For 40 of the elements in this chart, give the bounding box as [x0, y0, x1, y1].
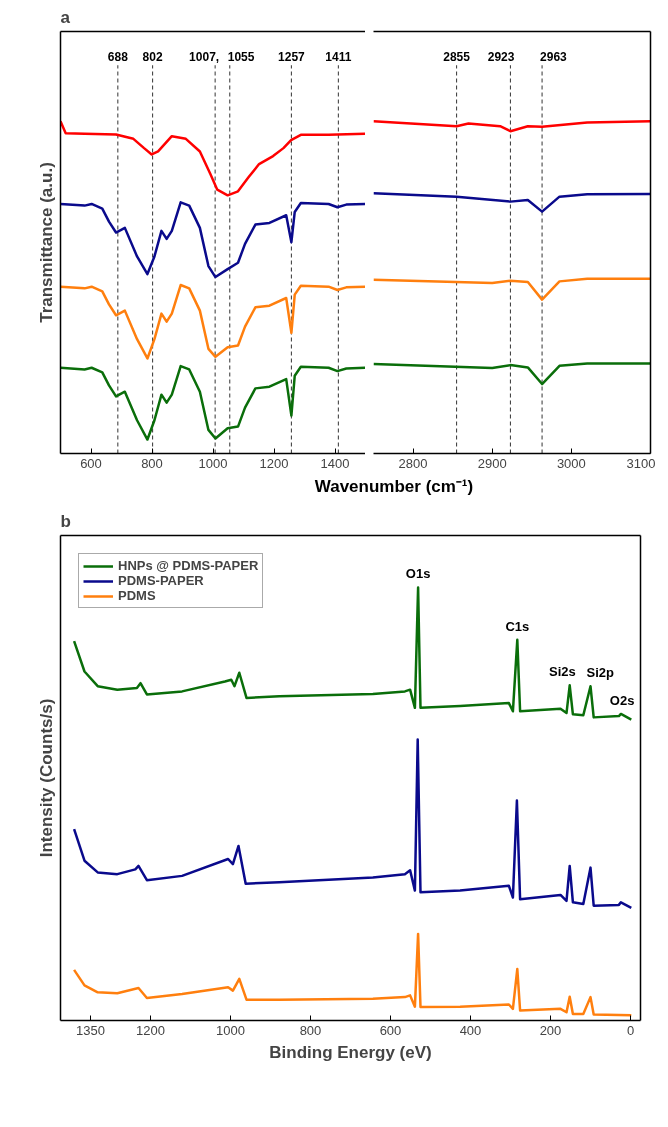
x-tick-label: 3100	[626, 455, 656, 471]
x-tick-label: 1000	[198, 455, 228, 471]
x-axis-title: Wavenumber (cm⁻¹)	[314, 477, 474, 496]
x-tick-label: 0	[626, 1022, 635, 1038]
ref-line-label: 688	[107, 50, 129, 65]
annotation: Si2s	[548, 664, 576, 680]
legend-label: PDMS-PAPER	[118, 573, 204, 589]
chart-title: b	[60, 511, 71, 531]
x-tick-label: 1400	[320, 455, 350, 471]
y-axis-title: Intensity (Counts/s)	[36, 698, 56, 858]
ref-line-label: 2963	[540, 50, 568, 65]
ref-line-label: 2855	[443, 50, 471, 65]
annotation: O1s	[405, 566, 431, 582]
ref-line-label: 1055	[227, 50, 255, 65]
ref-line-label: 1257	[278, 50, 306, 65]
x-tick-label: 1350	[76, 1022, 105, 1038]
annotation: Si2p	[586, 665, 615, 681]
ref-line-label: 1007,	[189, 50, 220, 65]
y-axis-title: Transmittance (a.u.)	[36, 162, 56, 323]
x-tick-label: 800	[141, 455, 163, 471]
x-tick-label: 600	[80, 455, 102, 471]
x-tick-label: 1200	[259, 455, 289, 471]
ref-line-label: 2923	[487, 50, 515, 65]
x-tick-label: 600	[379, 1022, 402, 1038]
annotation: C1s	[505, 619, 530, 635]
annotation: O2s	[609, 693, 635, 709]
x-axis-title: Binding Energy (eV)	[269, 1042, 432, 1062]
chart-title: a	[60, 7, 71, 27]
legend-label: HNPs @ PDMS-PAPER	[118, 558, 259, 574]
x-tick-label: 400	[459, 1022, 482, 1038]
x-tick-label: 3000	[556, 455, 586, 471]
legend-label: PDMS	[118, 588, 156, 604]
x-tick-label: 2900	[477, 455, 507, 471]
x-tick-label: 800	[299, 1022, 322, 1038]
x-tick-label: 1000	[216, 1022, 245, 1038]
ref-line-label: 1411	[325, 50, 352, 65]
x-tick-label: 200	[539, 1022, 562, 1038]
ref-line-label: 802	[142, 50, 163, 65]
x-tick-label: 1200	[136, 1022, 165, 1038]
x-tick-label: 2800	[398, 455, 428, 471]
